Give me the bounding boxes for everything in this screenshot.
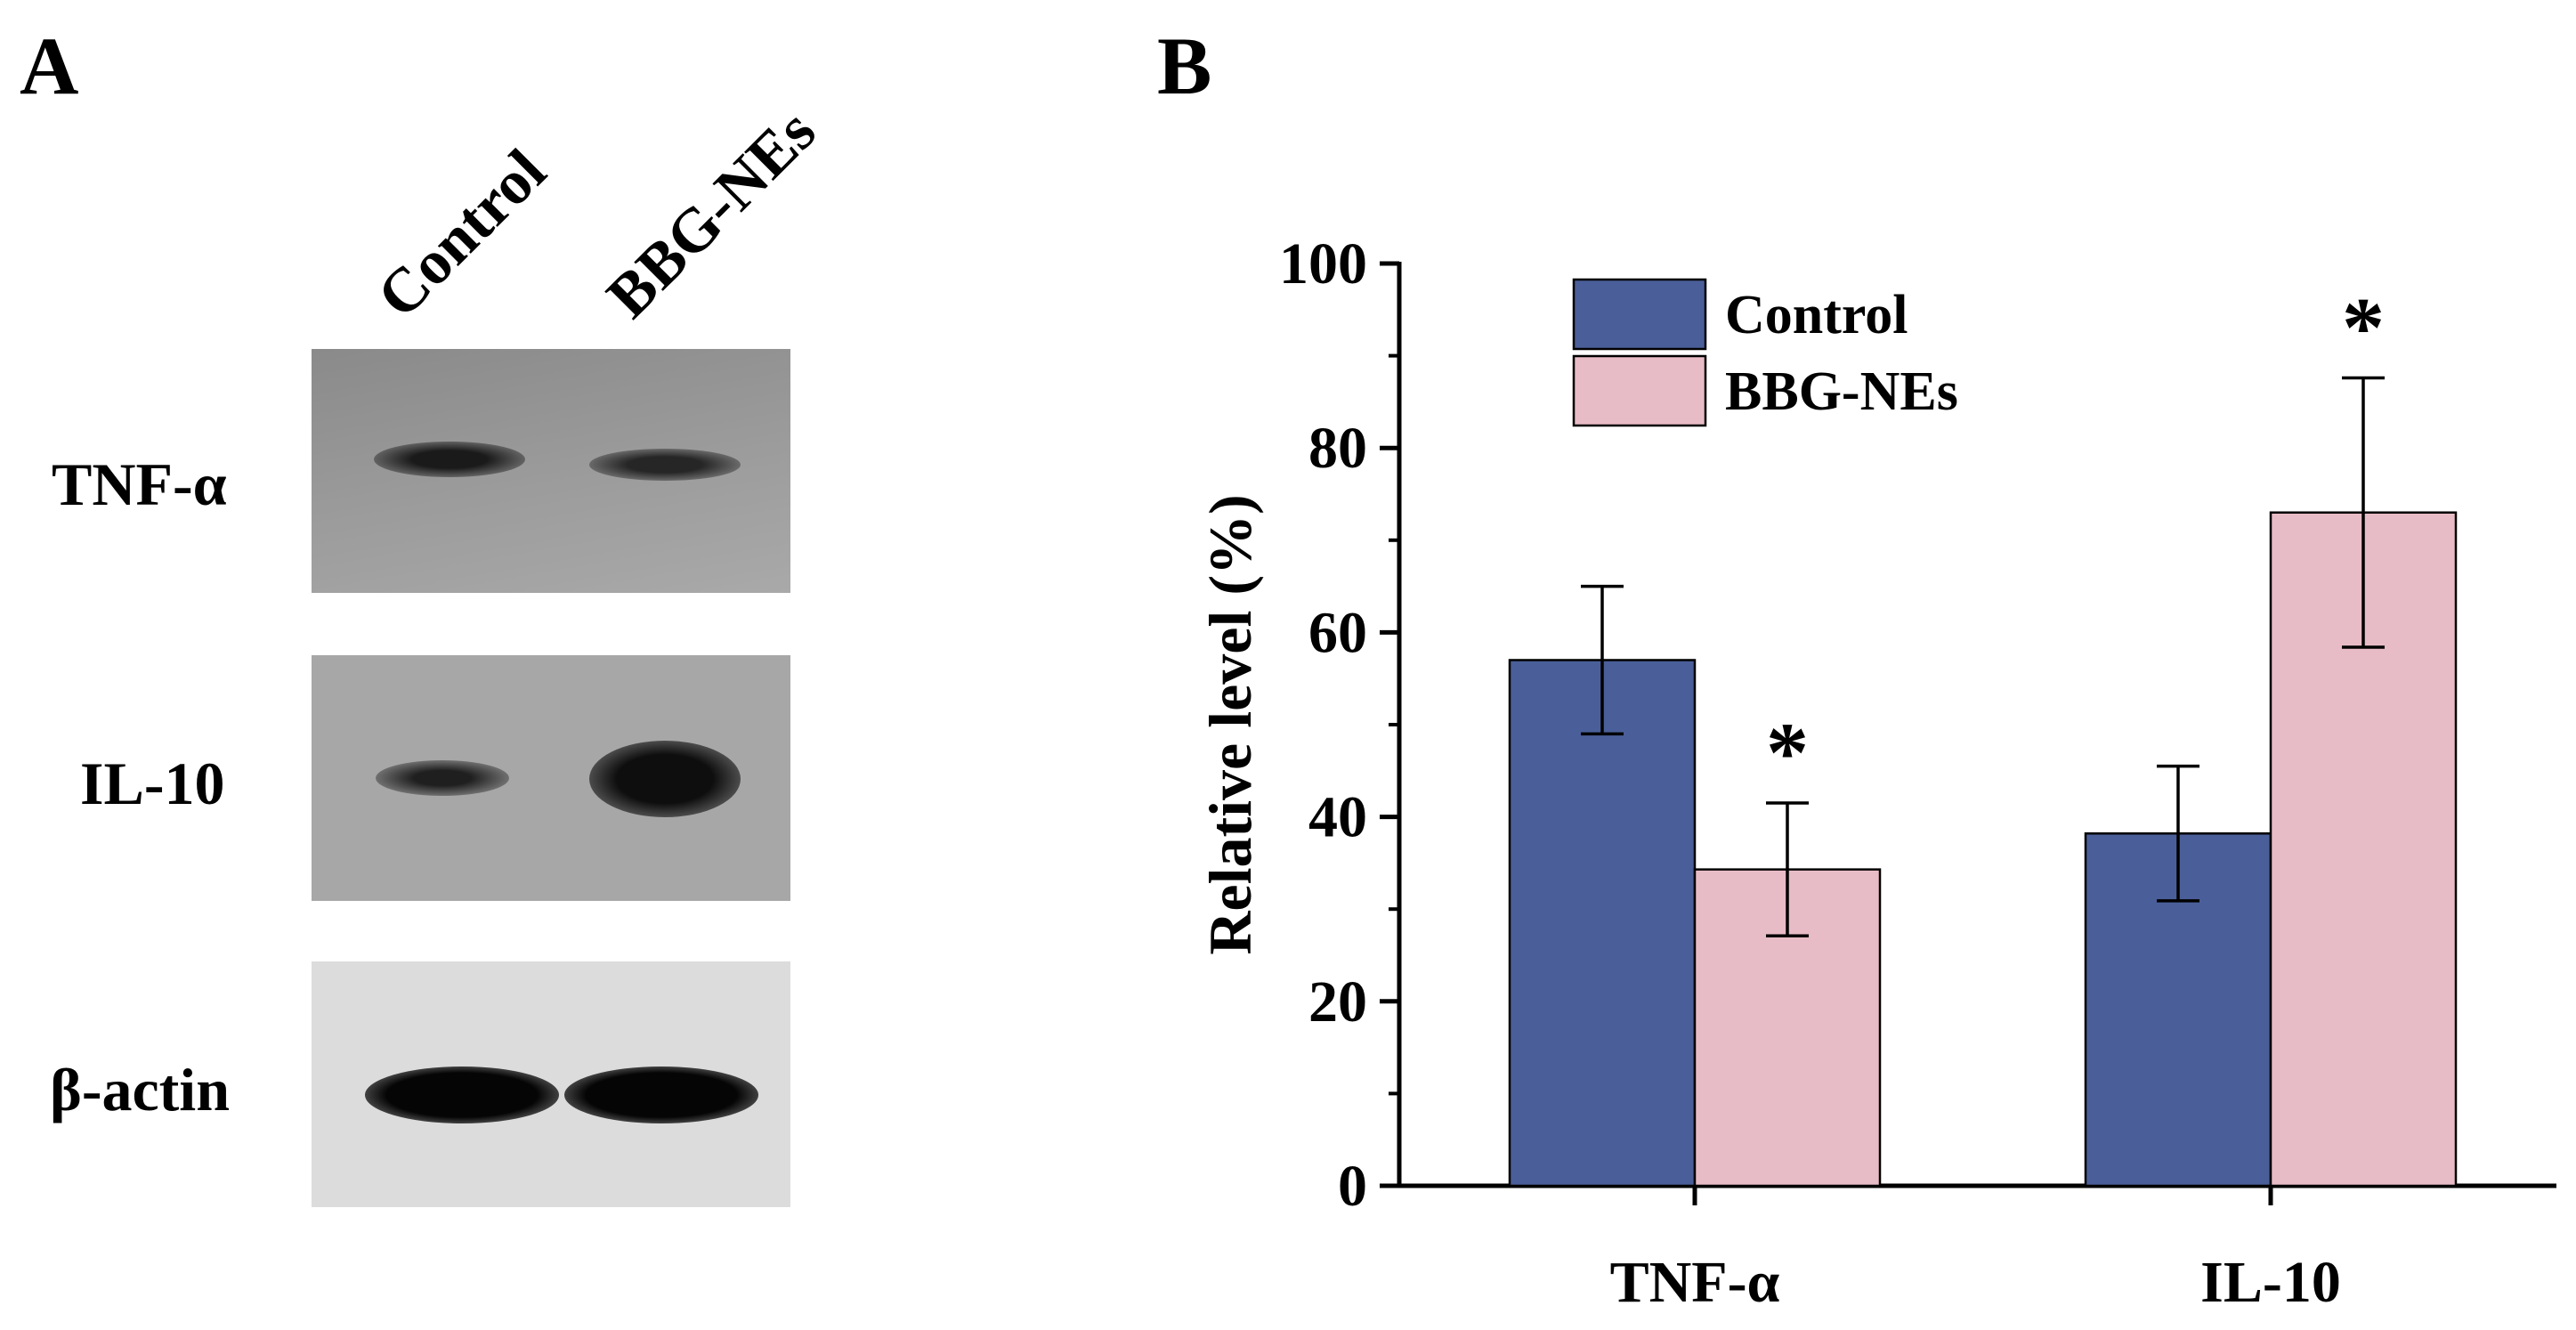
band-il10-bbg [589,741,741,817]
x-tick-label: IL-10 [2200,1250,2341,1315]
y-tick-label: 0 [1338,1154,1367,1219]
blot-tnf-alpha [312,349,790,593]
legend-swatch-bbg-nes [1572,354,1707,427]
y-tick-label: 80 [1308,416,1367,481]
legend-swatch-control [1572,278,1707,351]
panel-b-label: B [1157,20,1212,111]
y-tick-label: 100 [1279,231,1367,296]
significance-marker: * [2342,280,2385,375]
row-label-tnf-alpha: TNF-α [52,450,227,518]
bar-control [1508,659,1697,1188]
row-label-il-10: IL-10 [80,750,225,817]
band-actin-bbg [564,1066,758,1123]
panel-a-label: A [20,20,79,111]
band-il10-control [376,760,509,796]
blot-beta-actin [312,961,790,1207]
y-axis-title: Relative level (%) [1196,494,1264,954]
blot-il-10 [312,655,790,901]
y-tick-label: 20 [1308,969,1367,1034]
band-tnf-bbg [589,449,741,481]
legend-label-control: Control [1725,285,1908,345]
y-tick-label: 40 [1308,785,1367,850]
y-tick-label: 60 [1308,600,1367,665]
legend-label-bbg-nes: BBG-NEs [1725,361,1958,422]
x-tick-label: TNF-α [1610,1250,1780,1315]
band-tnf-control [374,442,525,477]
significance-marker: * [1766,705,1809,800]
row-label-beta-actin: β-actin [50,1056,231,1123]
band-actin-control [365,1066,559,1123]
